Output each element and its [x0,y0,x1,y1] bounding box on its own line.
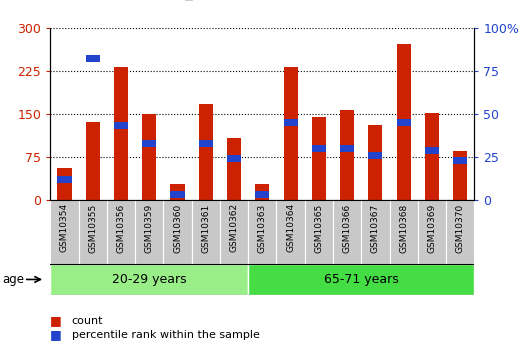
Text: age: age [3,273,25,286]
Text: ■: ■ [50,328,62,341]
Text: ■: ■ [50,314,62,327]
Text: GSM10362: GSM10362 [229,203,239,253]
Text: GSM10355: GSM10355 [89,203,97,253]
Bar [114,122,128,129]
Bar [86,122,100,200]
Bar [248,200,277,264]
Bar [57,168,72,200]
Text: GSM10369: GSM10369 [428,203,436,253]
Text: GSM10365: GSM10365 [314,203,323,253]
Bar [312,145,326,152]
Bar [163,200,192,264]
Bar [227,138,241,200]
Text: GSM10364: GSM10364 [286,203,295,253]
Bar [312,117,326,200]
Bar [142,114,156,200]
Bar [361,200,390,264]
Text: GSM10361: GSM10361 [201,203,210,253]
Text: percentile rank within the sample: percentile rank within the sample [72,330,259,339]
Bar [425,147,439,154]
Text: GSM10360: GSM10360 [173,203,182,253]
Bar [171,191,184,198]
Bar [425,113,439,200]
Bar [199,104,213,200]
Bar [50,200,78,264]
Text: count: count [72,316,103,326]
Text: GSM10368: GSM10368 [399,203,408,253]
Bar [199,140,213,147]
Bar [107,200,135,264]
Bar [255,184,269,200]
Bar [135,200,163,264]
Bar [255,191,269,198]
Bar [227,155,241,162]
Bar [446,200,474,264]
Bar [248,264,474,295]
Bar [396,44,411,200]
Text: 20-29 years: 20-29 years [112,273,187,286]
Bar [340,110,354,200]
Text: GSM10356: GSM10356 [117,203,126,253]
Bar [57,176,72,183]
Bar [220,200,248,264]
Bar [284,119,298,126]
Bar [418,200,446,264]
Text: GSM10367: GSM10367 [371,203,380,253]
Bar [368,125,383,200]
Text: GSM10366: GSM10366 [343,203,351,253]
Text: GSM10354: GSM10354 [60,203,69,253]
Bar [277,200,305,264]
Bar [171,184,184,200]
Bar [114,67,128,200]
Bar [78,200,107,264]
Bar [453,157,467,164]
Bar [340,145,354,152]
Bar [305,200,333,264]
Bar [390,200,418,264]
Bar [453,151,467,200]
Bar [396,119,411,126]
Text: GSM10370: GSM10370 [456,203,465,253]
Bar [192,200,220,264]
Bar [368,152,383,159]
Text: GSM10359: GSM10359 [145,203,154,253]
Bar [142,140,156,147]
Bar [333,200,361,264]
Bar [86,55,100,62]
Bar [50,264,248,295]
Text: 65-71 years: 65-71 years [324,273,399,286]
Bar [284,67,298,200]
Text: GSM10363: GSM10363 [258,203,267,253]
